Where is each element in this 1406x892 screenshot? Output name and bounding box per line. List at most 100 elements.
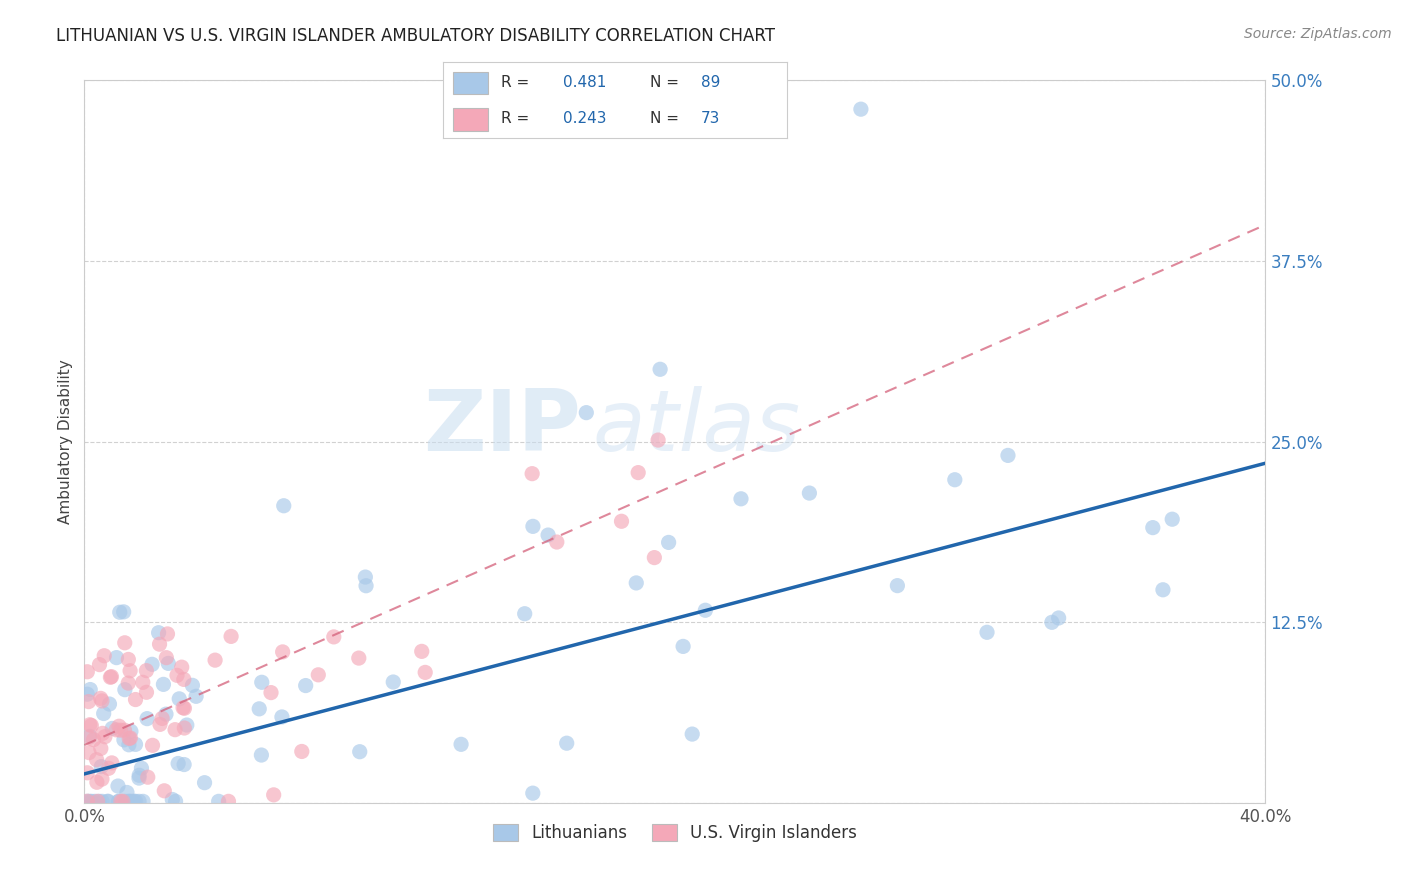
Text: 0.243: 0.243 <box>564 111 607 126</box>
Point <box>89 657 111 672</box>
Point <box>107 779 129 793</box>
Point <box>122 794 145 808</box>
Point <box>107 794 129 808</box>
Point <box>650 362 672 376</box>
Point <box>322 630 344 644</box>
Point <box>118 731 141 746</box>
Point <box>101 756 124 770</box>
Point <box>94 730 117 744</box>
Point <box>97 761 120 775</box>
Point <box>152 677 174 691</box>
Point <box>354 579 377 593</box>
Point <box>1040 615 1063 630</box>
Point <box>522 519 544 533</box>
Point <box>132 675 155 690</box>
Point <box>610 514 633 528</box>
FancyBboxPatch shape <box>453 71 488 95</box>
Point <box>681 727 703 741</box>
Point <box>91 794 114 808</box>
Point <box>120 664 142 678</box>
Point <box>114 794 136 808</box>
Point <box>118 738 141 752</box>
Point <box>173 757 195 772</box>
Point <box>141 657 163 672</box>
Text: R =: R = <box>502 76 534 90</box>
Point <box>83 732 105 747</box>
Point <box>799 486 821 500</box>
Point <box>128 768 150 782</box>
Point <box>150 711 173 725</box>
Text: 73: 73 <box>702 111 721 126</box>
Text: 89: 89 <box>702 76 721 90</box>
Point <box>110 723 132 738</box>
Text: 0.481: 0.481 <box>564 76 607 90</box>
Point <box>167 756 190 771</box>
Point <box>120 724 142 739</box>
Text: R =: R = <box>502 111 534 126</box>
Point <box>1047 611 1070 625</box>
Point <box>112 605 135 619</box>
Point <box>263 788 285 802</box>
Point <box>110 794 132 808</box>
Point <box>271 710 294 724</box>
Point <box>77 730 100 744</box>
Point <box>156 627 179 641</box>
Point <box>112 732 135 747</box>
Point <box>148 625 170 640</box>
Point <box>86 794 108 808</box>
Point <box>135 664 157 678</box>
Legend: Lithuanians, U.S. Virgin Islanders: Lithuanians, U.S. Virgin Islanders <box>486 817 863 848</box>
Point <box>114 723 136 738</box>
Point <box>79 682 101 697</box>
Point <box>90 772 112 786</box>
Point <box>91 694 114 708</box>
Point <box>105 650 128 665</box>
Point <box>97 794 120 808</box>
Point <box>208 794 231 808</box>
Point <box>86 753 108 767</box>
Point <box>643 550 665 565</box>
Point <box>101 722 124 736</box>
Point <box>141 739 163 753</box>
Point <box>181 678 204 692</box>
Point <box>219 629 242 643</box>
Point <box>626 576 648 591</box>
Point <box>80 794 103 808</box>
Point <box>108 719 131 733</box>
Point <box>128 771 150 785</box>
Point <box>204 653 226 667</box>
Point <box>135 685 157 699</box>
Point <box>93 648 115 663</box>
Point <box>157 657 180 671</box>
Point <box>90 741 112 756</box>
Point <box>184 690 207 704</box>
Point <box>93 706 115 721</box>
Point <box>128 794 150 808</box>
Point <box>347 651 370 665</box>
Point <box>170 660 193 674</box>
Point <box>90 691 112 706</box>
Point <box>114 636 136 650</box>
Point <box>1161 512 1184 526</box>
Text: Source: ZipAtlas.com: Source: ZipAtlas.com <box>1244 27 1392 41</box>
Point <box>121 794 143 808</box>
Point <box>124 738 146 752</box>
Point <box>114 682 136 697</box>
Point <box>575 406 598 420</box>
Point <box>193 775 215 789</box>
Point <box>849 102 872 116</box>
Point <box>513 607 536 621</box>
Point <box>537 528 560 542</box>
Point <box>273 499 295 513</box>
Point <box>96 794 118 808</box>
Point <box>173 721 195 735</box>
Point <box>155 650 177 665</box>
Point <box>247 702 270 716</box>
Point <box>100 670 122 684</box>
Point <box>108 605 131 619</box>
Point <box>120 731 142 745</box>
Point <box>90 759 112 773</box>
Point <box>79 729 101 743</box>
Point <box>172 700 194 714</box>
Point <box>76 665 98 679</box>
